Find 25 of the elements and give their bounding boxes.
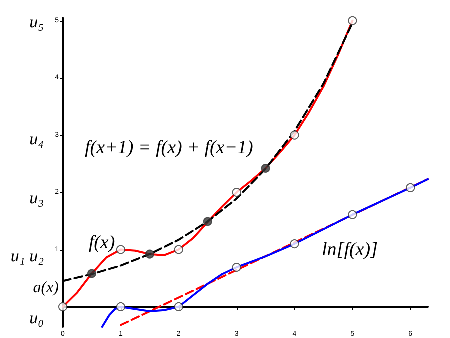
annotation: f(x+1) = f(x) + f(x−1): [85, 138, 254, 158]
point: [406, 183, 416, 192]
point: [174, 245, 184, 254]
point: [348, 16, 358, 26]
point: [232, 188, 242, 198]
point: [290, 240, 300, 249]
point: [290, 130, 300, 140]
text: u₃: [30, 188, 44, 208]
text: u₅: [30, 12, 44, 32]
point: [87, 269, 96, 278]
point: [348, 210, 358, 220]
point: [203, 217, 212, 226]
point: [116, 245, 126, 254]
point: [261, 164, 270, 173]
annotation: f(x): [88, 232, 116, 254]
text: u₄: [30, 130, 44, 148]
point: [116, 302, 126, 312]
text: a(x): [33, 280, 59, 296]
text: u₀: [30, 308, 44, 328]
annotation: ln[f(x)]: [322, 240, 378, 260]
text: u₁ u₂: [10, 246, 44, 266]
point: [174, 302, 184, 312]
point: [58, 302, 68, 312]
point: [145, 250, 154, 259]
point: [232, 262, 242, 272]
